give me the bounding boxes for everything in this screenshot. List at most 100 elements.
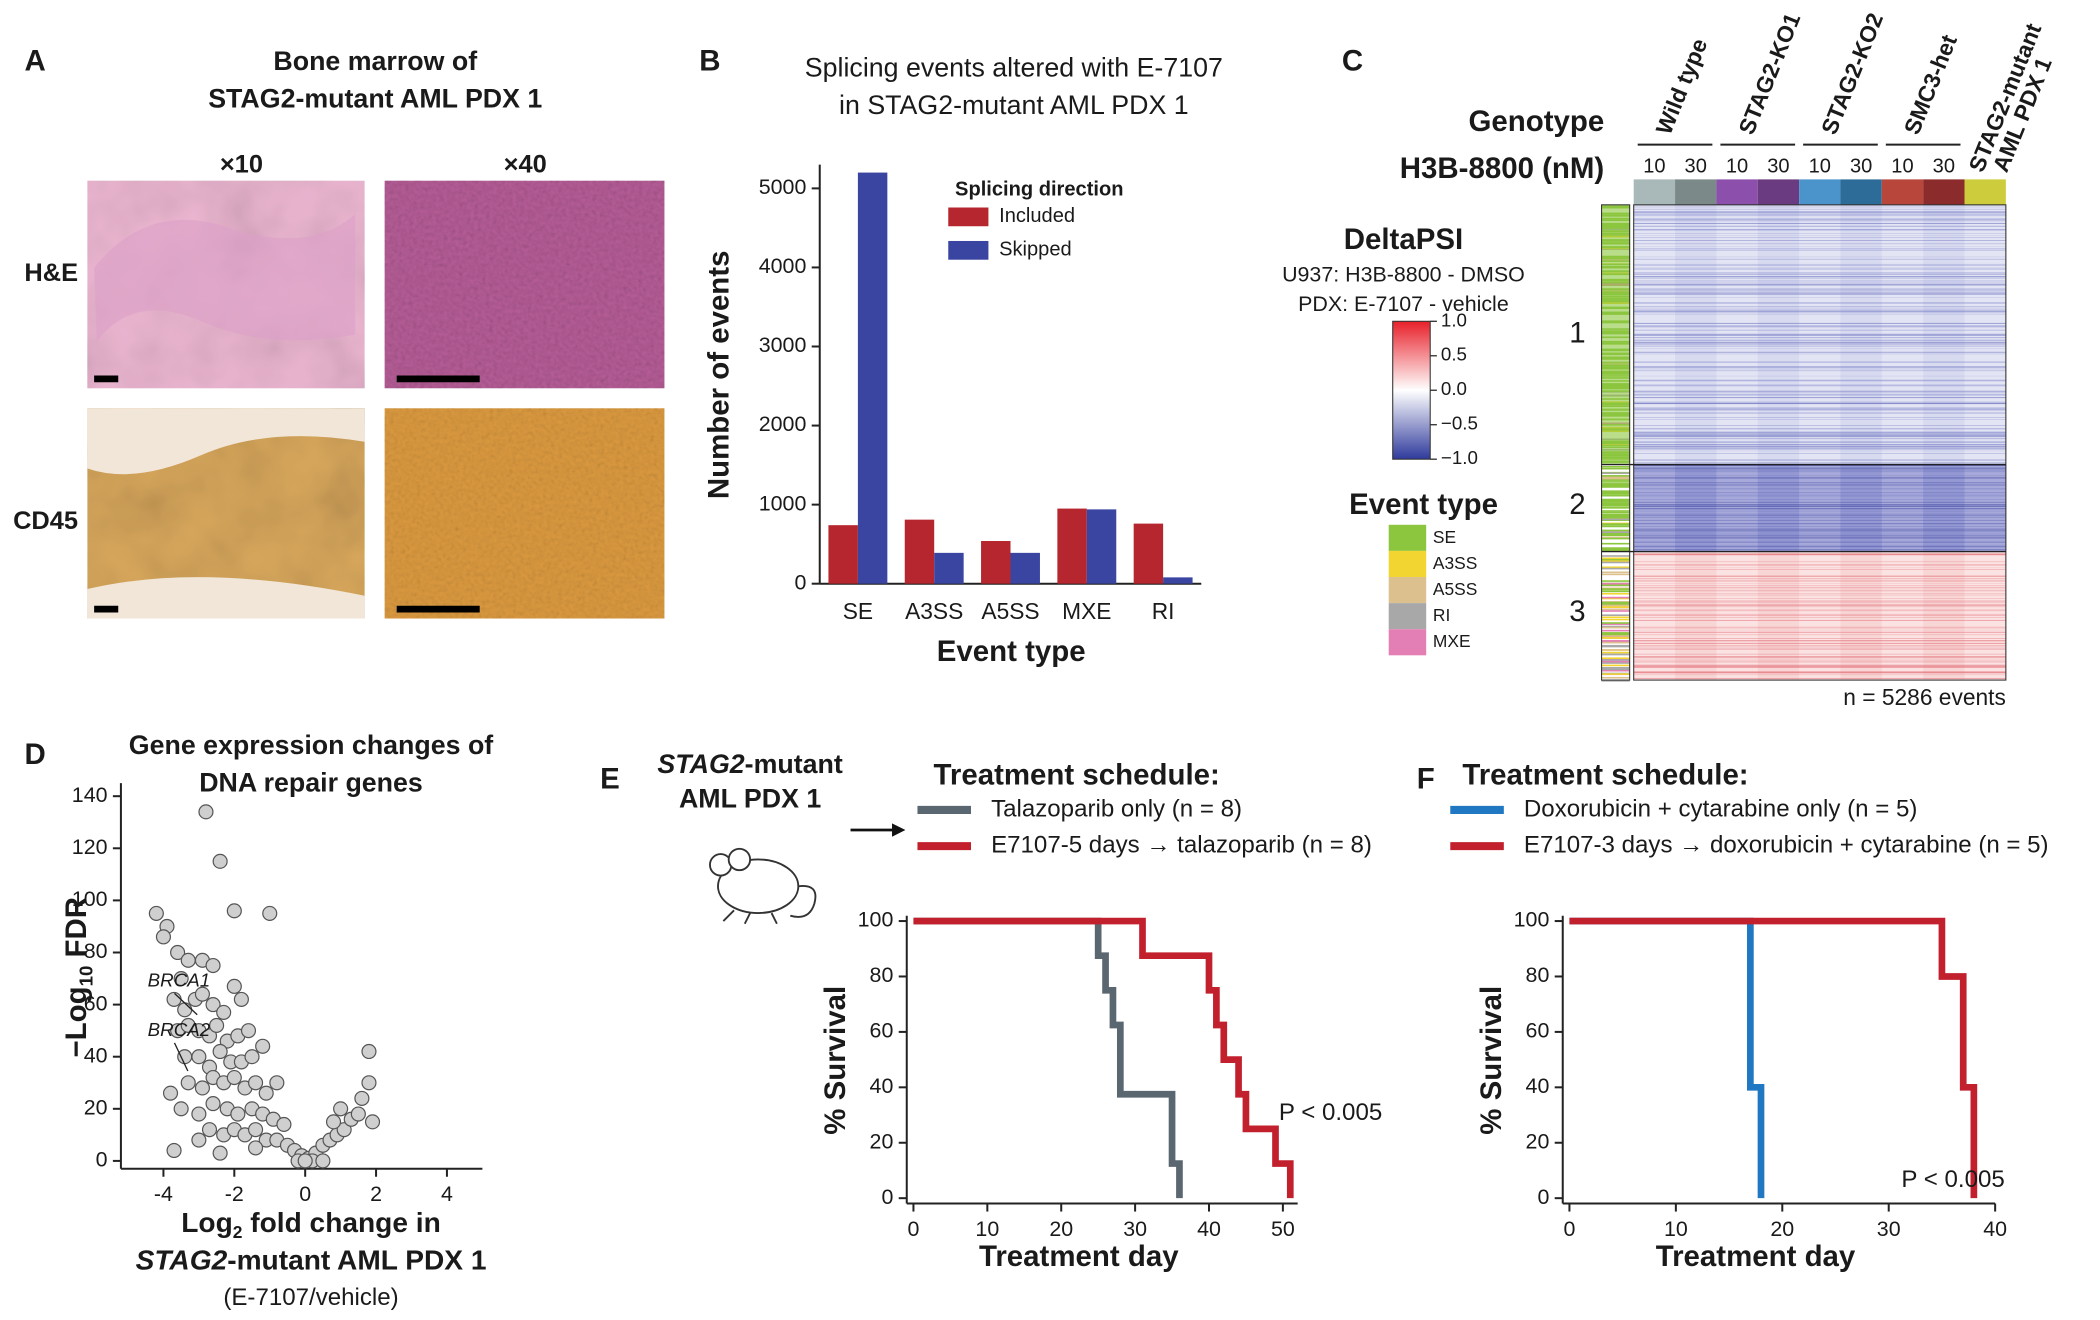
event-stripe (1601, 561, 1630, 564)
legend-title: Splicing direction (955, 178, 1123, 200)
y-tick-label: 1000 (759, 491, 807, 515)
event-stripe (1601, 502, 1630, 504)
y-tick-label: 20 (84, 1095, 108, 1119)
point (177, 1002, 193, 1018)
y-axis-label: −Log10 FDR (60, 897, 97, 1058)
point (244, 1049, 260, 1065)
survival-curve (913, 917, 1183, 1199)
event-stripe (1601, 486, 1630, 488)
group-label: STAG2-KO2 (1816, 9, 1888, 138)
event-stripe (1601, 584, 1630, 587)
dose-label: 30 (1685, 156, 1707, 178)
bar (1163, 577, 1193, 584)
note: n = 5286 events (1843, 684, 2006, 710)
point (194, 986, 210, 1002)
x-axis-label: Treatment day (979, 1240, 1179, 1273)
x-tick-label: 0 (907, 1217, 919, 1241)
event-stripe (1601, 668, 1630, 671)
bar (1133, 523, 1164, 584)
legend-swatch (1388, 550, 1427, 577)
y-tick-label: 20 (1526, 1129, 1550, 1153)
event-stripe (1601, 567, 1630, 570)
column-color (1923, 179, 1965, 205)
heat-cell (1633, 551, 1676, 681)
event-stripe (1601, 500, 1630, 502)
event-stripe (1601, 649, 1630, 651)
event-stripe (1601, 547, 1630, 549)
event-stripe (1601, 530, 1630, 533)
event-stripe (1601, 645, 1630, 648)
x-tick-label: 30 (1877, 1217, 1901, 1241)
x-tick-label: 50 (1271, 1217, 1295, 1241)
y-tick-label: 40 (870, 1074, 894, 1098)
heat-cell (1716, 551, 1759, 681)
legend-swatch (1388, 603, 1427, 630)
cluster-label: 3 (1569, 595, 1585, 628)
chart-title: DNA repair genes (199, 768, 423, 798)
colorbar-subtitle: PDX: E-7107 - vehicle (1298, 292, 1509, 316)
event-stripe (1601, 644, 1630, 647)
x-tick-label: 40 (1983, 1217, 2007, 1241)
legend-title: Treatment schedule: (1462, 758, 1748, 791)
event-stripe (1601, 673, 1630, 675)
legend-swatch (1388, 576, 1427, 604)
event-stripe (1601, 529, 1630, 532)
heat-cell (1716, 204, 1759, 465)
heat-cell (1799, 551, 1841, 681)
dose-label: 10 (1891, 156, 1913, 178)
event-stripe (1601, 571, 1630, 574)
colorbar-tick-label: −1.0 (1441, 447, 1478, 468)
y-tick-label: 60 (870, 1019, 894, 1043)
point (201, 1122, 218, 1138)
event-stripe (1601, 676, 1630, 679)
survival-curve (1569, 917, 1978, 1199)
event-stripe (1601, 475, 1630, 477)
point (361, 1075, 377, 1091)
x-axis-label-part: STAG2 (136, 1245, 228, 1276)
event-stripe (1601, 582, 1630, 585)
event-stripe (1601, 531, 1630, 534)
bar (1086, 509, 1117, 584)
event-stripe (1601, 623, 1630, 625)
annotation: BRCA1 (148, 969, 210, 990)
chart-title: in STAG2-mutant AML PDX 1 (839, 90, 1189, 120)
event-stripe (1601, 523, 1630, 525)
y-tick-label: 5000 (759, 175, 807, 199)
point (248, 1122, 264, 1138)
bar (1010, 552, 1040, 584)
legend-swatch (1388, 629, 1427, 656)
point (166, 991, 182, 1007)
event-stripe (1601, 618, 1630, 621)
y-tick-label: 140 (72, 783, 108, 807)
event-stripe (1601, 590, 1630, 593)
point (248, 1075, 264, 1091)
point (205, 1096, 221, 1112)
group-label: Wild type (1650, 35, 1712, 138)
row-title: Genotype (1468, 105, 1604, 138)
point (201, 1028, 218, 1044)
event-stripe (1601, 596, 1630, 599)
x-tick-label: 0 (299, 1182, 311, 1206)
point (258, 1085, 274, 1101)
x-axis-label: STAG2-mutant AML PDX 1 (136, 1245, 487, 1276)
event-stripe (1601, 626, 1630, 629)
heat-cell (1840, 204, 1883, 465)
cluster-label: 2 (1569, 488, 1585, 521)
point (173, 1101, 189, 1117)
point (269, 1075, 285, 1091)
event-stripe (1601, 669, 1630, 672)
event-stripe (1601, 640, 1630, 643)
heat-cell (1840, 464, 1883, 552)
point (364, 1114, 381, 1130)
x-tick-label: 0 (1563, 1217, 1575, 1241)
panel-label: B (699, 45, 720, 78)
column-color (1799, 179, 1841, 205)
colorbar (1392, 320, 1431, 460)
x-tick-label: 4 (441, 1182, 453, 1206)
event-stripe (1601, 534, 1630, 537)
event-stripe (1601, 532, 1630, 535)
event-stripe (1601, 472, 1630, 475)
event-stripe (1601, 653, 1630, 656)
bar (981, 540, 1011, 584)
